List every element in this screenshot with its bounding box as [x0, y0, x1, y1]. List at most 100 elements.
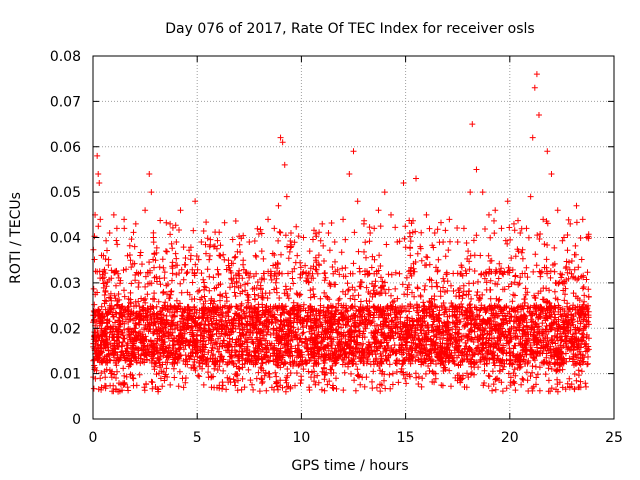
- data-point: [106, 229, 113, 236]
- y-tick-label: 0: [72, 412, 81, 428]
- data-point: [192, 198, 199, 205]
- data-point: [467, 189, 474, 196]
- data-point: [417, 243, 424, 250]
- data-point: [535, 111, 542, 118]
- data-point: [97, 216, 104, 223]
- data-point: [394, 239, 401, 246]
- data-point: [181, 261, 188, 268]
- data-point: [283, 193, 290, 200]
- x-axis-label: GPS time / hours: [291, 458, 408, 474]
- data-point: [115, 270, 122, 277]
- data-point: [340, 216, 347, 223]
- y-tick-label: 0.03: [50, 276, 81, 292]
- data-point: [346, 170, 353, 177]
- data-point: [287, 229, 294, 236]
- data-point: [413, 175, 420, 182]
- y-tick-label: 0.08: [50, 49, 81, 65]
- data-point: [177, 207, 184, 214]
- data-point: [204, 266, 211, 273]
- data-point: [529, 134, 536, 141]
- x-tick-label: 0: [89, 430, 98, 446]
- y-tick-label: 0.01: [50, 367, 81, 383]
- data-point: [225, 257, 232, 264]
- data-point: [240, 261, 247, 268]
- data-point: [423, 211, 430, 218]
- data-point: [473, 166, 480, 173]
- data-point: [127, 257, 134, 264]
- data-point: [431, 229, 438, 236]
- data-point: [300, 234, 307, 241]
- x-tick-label: 10: [292, 430, 310, 446]
- data-point: [275, 202, 282, 209]
- data-point: [312, 257, 319, 264]
- data-point: [294, 252, 301, 259]
- data-point: [271, 225, 278, 232]
- data-point: [281, 161, 288, 168]
- data-point-cloud: [90, 216, 592, 395]
- data-point: [460, 225, 467, 232]
- data-point: [110, 211, 117, 218]
- data-point: [567, 220, 574, 227]
- data-point: [187, 252, 194, 259]
- data-point: [350, 148, 357, 155]
- data-point: [258, 248, 265, 255]
- data-point: [306, 248, 313, 255]
- x-tick-label: 25: [605, 430, 623, 446]
- x-tick-label: 15: [397, 430, 415, 446]
- x-tick-label: 5: [193, 430, 202, 446]
- data-point: [533, 71, 540, 78]
- data-point: [150, 234, 157, 241]
- grid-layer: [93, 56, 614, 419]
- y-axis-label: ROTI / TECUs: [8, 192, 24, 284]
- axis-ticks: 0 5 10 15 20 25 0 0.01 0.02 0.03 0.04 0.05 0.06 0.07 0…: [50, 49, 623, 446]
- data-point: [400, 180, 407, 187]
- data-point: [560, 234, 567, 241]
- data-point: [406, 229, 413, 236]
- data-point: [479, 189, 486, 196]
- data-point: [162, 248, 169, 255]
- data-point: [233, 279, 240, 286]
- data-point: [94, 152, 101, 159]
- data-point: [102, 288, 109, 295]
- data-point: [517, 229, 524, 236]
- data-point: [531, 84, 538, 91]
- data-point: [265, 216, 272, 223]
- data-point: [331, 239, 338, 246]
- y-tick-label: 0.02: [50, 321, 81, 337]
- data-point: [142, 207, 149, 214]
- data-point: [579, 216, 586, 223]
- data-point: [210, 243, 217, 250]
- data-point: [173, 239, 180, 246]
- data-point: [100, 252, 107, 259]
- data-point: [217, 252, 224, 259]
- data-point: [381, 189, 388, 196]
- data-point: [96, 180, 103, 187]
- data-point: [540, 216, 547, 223]
- data-point: [544, 148, 551, 155]
- data-point: [498, 225, 505, 232]
- data-point: [246, 239, 253, 246]
- data-point: [95, 170, 102, 177]
- x-tick-label: 20: [501, 430, 519, 446]
- data-point: [131, 243, 138, 250]
- y-tick-label: 0.06: [50, 140, 81, 156]
- data-point: [510, 220, 517, 227]
- data-points: [90, 71, 592, 395]
- data-point: [504, 198, 511, 205]
- data-point: [135, 279, 142, 286]
- data-point: [121, 225, 128, 232]
- chart-title: Day 076 of 2017, Rate Of TEC Index for r…: [165, 21, 534, 37]
- data-point: [148, 189, 155, 196]
- data-point: [152, 257, 159, 264]
- y-tick-label: 0.04: [50, 231, 81, 247]
- data-point: [492, 207, 499, 214]
- data-point: [446, 216, 453, 223]
- data-point: [440, 239, 447, 246]
- data-point: [354, 198, 361, 205]
- data-point: [167, 220, 174, 227]
- data-point: [554, 207, 561, 214]
- data-point: [156, 275, 163, 282]
- data-point: [523, 225, 530, 232]
- data-point: [325, 229, 332, 236]
